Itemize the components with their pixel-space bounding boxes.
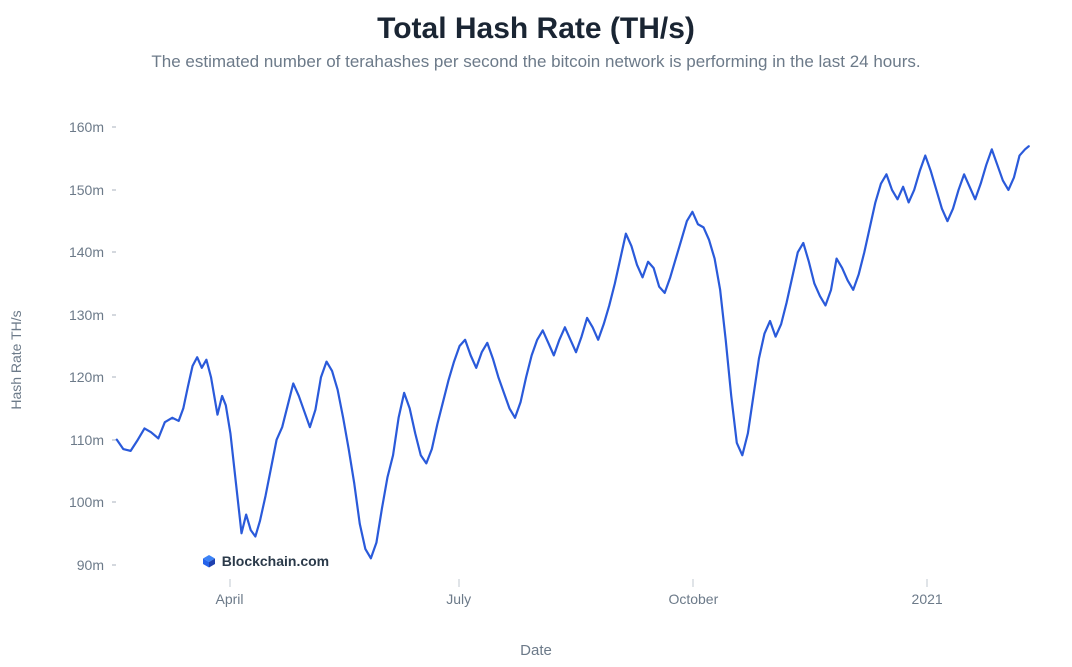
x-tick-label: July <box>446 591 471 607</box>
x-tick-label: October <box>668 591 718 607</box>
y-axis-label: Hash Rate TH/s <box>8 310 24 409</box>
x-tick-mark <box>458 579 459 587</box>
y-ticks: 90m 100m 110m 120m 130m 140m 150m 160m <box>64 115 110 577</box>
x-tick-label: 2021 <box>912 591 943 607</box>
credit-label: Blockchain.com <box>222 553 329 569</box>
x-ticks: April July October 2021 <box>114 579 1038 607</box>
chart-area: 90m 100m 110m 120m 130m 140m 150m 160m Blockcha… <box>64 115 1048 607</box>
blockchain-logo-icon <box>202 554 216 568</box>
credit-badge: Blockchain.com <box>202 553 329 569</box>
y-tick-label: 130m <box>69 307 104 323</box>
y-tick-label: 100m <box>69 494 104 510</box>
x-axis-label: Date <box>520 642 552 659</box>
y-tick-label: 150m <box>69 182 104 198</box>
x-tick-label: April <box>215 591 243 607</box>
x-tick-mark <box>693 579 694 587</box>
y-tick-label: 160m <box>69 119 104 135</box>
x-tick-mark <box>927 579 928 587</box>
y-tick-label: 120m <box>69 369 104 385</box>
x-tick-mark <box>229 579 230 587</box>
chart-title: Total Hash Rate (TH/s) <box>20 12 1052 46</box>
y-tick-label: 110m <box>70 432 104 448</box>
plot-area: Blockchain.com <box>114 115 1038 577</box>
y-tick-label: 90m <box>77 557 104 573</box>
y-tick-label: 140m <box>69 244 104 260</box>
line-chart-svg <box>114 115 1038 577</box>
chart-subtitle: The estimated number of terahashes per s… <box>20 52 1052 72</box>
hash-rate-line <box>117 146 1029 558</box>
